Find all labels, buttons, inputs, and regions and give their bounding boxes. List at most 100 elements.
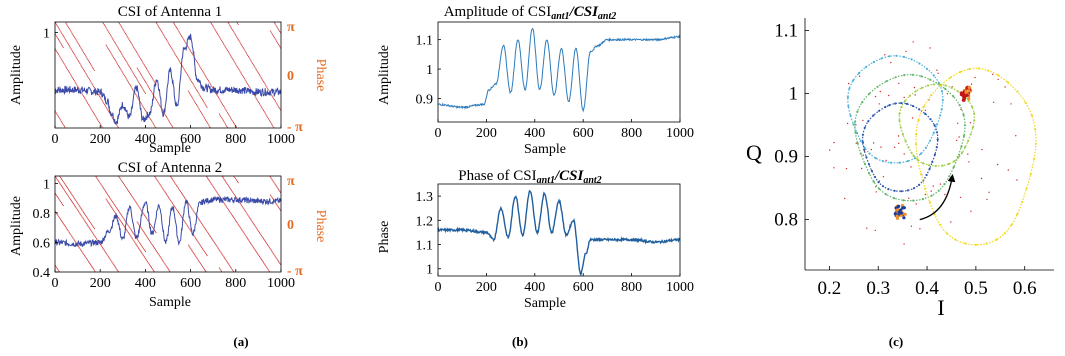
phase-dot	[95, 176, 96, 177]
phase-dot	[129, 40, 130, 41]
phase-dot	[245, 235, 246, 236]
iq-point	[874, 176, 876, 178]
phase-dot	[277, 27, 278, 28]
iq-point	[900, 106, 902, 108]
phase-dot	[278, 106, 279, 107]
phase-dot	[168, 197, 169, 198]
phase-dot	[252, 63, 253, 64]
phase-dot	[154, 97, 155, 98]
phase-dot	[143, 214, 144, 215]
phase-dot	[225, 110, 226, 111]
phase-dot	[277, 105, 278, 106]
phase-dot	[273, 181, 274, 182]
phase-dot	[225, 124, 226, 125]
phase-dot	[72, 202, 73, 203]
iq-point	[1011, 224, 1013, 226]
phase-dot	[241, 204, 242, 205]
phase-dot	[79, 89, 80, 90]
phase-dot	[222, 118, 223, 119]
phase-dot	[143, 79, 144, 80]
iq-point	[849, 114, 851, 116]
phase-dot	[212, 87, 213, 88]
phase-dot	[268, 118, 269, 119]
phase-dot	[182, 37, 183, 38]
iq-point	[938, 190, 940, 192]
phase-dot	[233, 193, 234, 194]
phase-dot	[59, 200, 60, 201]
x-tick-label: 0	[52, 276, 59, 291]
phase-dot	[79, 248, 80, 249]
phase-dot	[57, 268, 58, 269]
phase-dot	[93, 113, 94, 114]
phase-dot	[248, 85, 249, 86]
phase-dot	[81, 215, 82, 216]
phase-dot	[173, 181, 174, 182]
phase-dot	[239, 69, 240, 70]
phase-dot	[112, 208, 113, 209]
phase-dot	[189, 49, 190, 50]
phase-dot	[118, 210, 119, 211]
phase-dot	[92, 267, 93, 268]
phase-dot	[201, 113, 202, 114]
phase-dot	[220, 39, 221, 40]
noise-dot	[875, 96, 876, 97]
phase-dot	[218, 195, 219, 196]
phase-dot	[122, 181, 123, 182]
phase-dot	[66, 41, 67, 42]
phase-dot	[204, 102, 205, 103]
phase-dot	[73, 35, 74, 36]
phase-dot	[173, 204, 174, 205]
phase-dot	[69, 29, 70, 30]
phase-dot	[267, 117, 268, 118]
phase-dot	[158, 254, 159, 255]
phase-dot	[64, 224, 65, 225]
phase-dot	[217, 96, 218, 97]
phase-dot	[270, 249, 271, 250]
phase-dot	[64, 183, 65, 184]
phase-dot	[106, 27, 107, 28]
phase-dot	[61, 33, 62, 34]
phase-dot	[100, 97, 101, 98]
phase-dot	[278, 189, 279, 190]
phase-dot	[138, 223, 139, 224]
phase-dot	[79, 62, 80, 63]
phase-dot	[268, 269, 269, 270]
phase-dot	[275, 256, 276, 257]
phase-dot	[277, 260, 278, 261]
phase-dot	[255, 69, 256, 70]
y-tick-label: 1.3	[416, 190, 434, 205]
phase-dot	[101, 98, 102, 99]
iq-point	[963, 114, 965, 116]
phase-dot	[190, 206, 191, 207]
phase-dot	[147, 238, 148, 239]
phase-dot	[199, 262, 200, 263]
phase-dot	[241, 44, 242, 45]
phase-dot	[250, 219, 251, 220]
noise-dot	[925, 110, 926, 111]
phase-dot	[211, 183, 212, 184]
phase-dot	[151, 120, 152, 121]
phase-dot	[224, 46, 225, 47]
phase-dot	[215, 189, 216, 190]
phase-dot	[213, 186, 214, 187]
phase-dot	[132, 71, 133, 72]
phase-dot	[257, 253, 258, 254]
phase-dot	[274, 255, 275, 256]
phase-dot	[148, 262, 149, 263]
iq-point	[864, 127, 866, 129]
iq-point	[952, 95, 954, 97]
phase-dot	[142, 87, 143, 88]
phase-dot	[238, 40, 239, 41]
phase-dot	[78, 203, 79, 204]
phase-dot	[60, 30, 61, 31]
iq-point	[1016, 213, 1018, 215]
phase-dot	[162, 32, 163, 33]
phase-dot	[237, 23, 238, 24]
phase-dot	[223, 120, 224, 121]
phase-dot	[139, 83, 140, 84]
phase-dot	[244, 78, 245, 79]
phase-dot	[194, 237, 195, 238]
phase-dots	[54, 21, 281, 128]
phase-dot	[157, 101, 158, 102]
phase-dot	[67, 187, 68, 188]
